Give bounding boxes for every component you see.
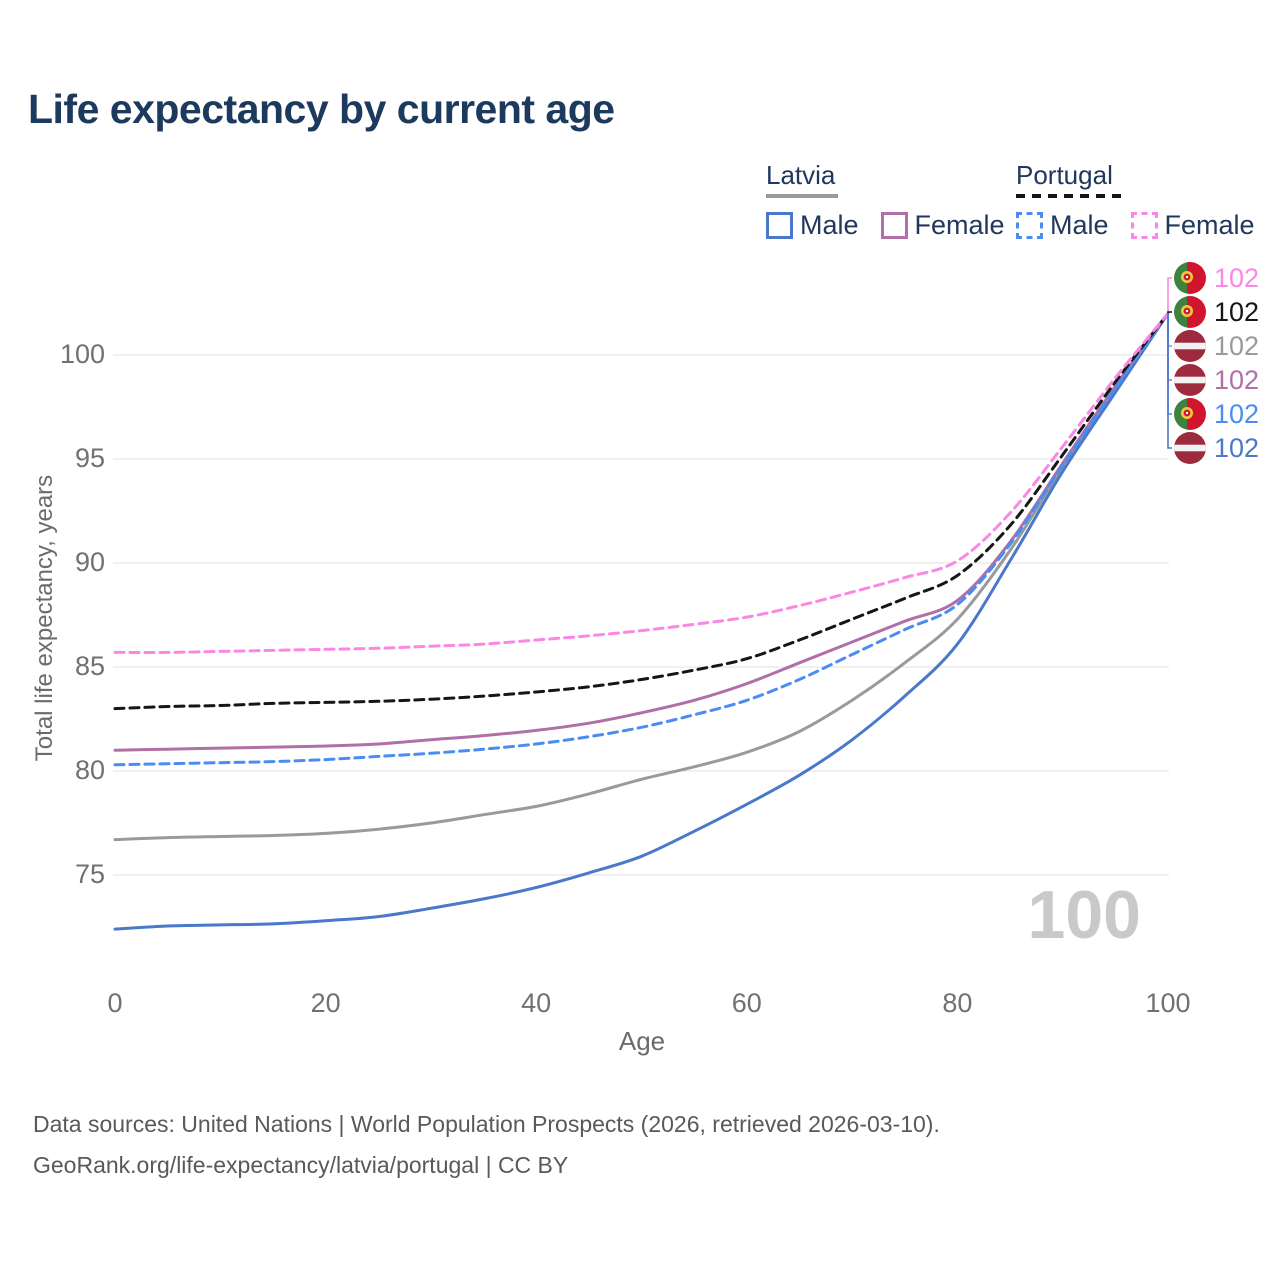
series-line-portugal-male[interactable]	[113, 311, 1170, 767]
legend-item-portugal-male[interactable]: Male	[1016, 210, 1109, 241]
legend-group-latvia: Latvia Male Female	[766, 160, 1027, 241]
end-label-value: 102	[1214, 296, 1260, 327]
x-tick-20: 20	[310, 988, 341, 1018]
legend-item-label: Male	[1050, 210, 1109, 240]
portugal-flag-icon	[1174, 296, 1206, 328]
legend-line-sample-portugal	[1016, 194, 1122, 198]
end-label-portugal-female: 102	[1174, 261, 1259, 295]
portugal-flag-icon	[1174, 262, 1206, 294]
series-line-latvia-male[interactable]	[113, 311, 1170, 931]
legend-item-label: Female	[1164, 210, 1255, 240]
x-tick-100: 100	[1145, 988, 1191, 1018]
legend-item-latvia-female[interactable]: Female	[880, 210, 1005, 241]
legend-header-portugal: Portugal	[1016, 160, 1113, 190]
series-line-latvia-female[interactable]	[113, 311, 1170, 752]
series-line-portugal-female[interactable]	[113, 311, 1170, 654]
end-label-portugal-male: 102	[1174, 397, 1259, 431]
legend-item-portugal-female[interactable]: Female	[1130, 210, 1255, 241]
data-sources-line: Data sources: United Nations | World Pop…	[33, 1111, 940, 1137]
x-tick-80: 80	[942, 988, 973, 1018]
series-line-latvia-total[interactable]	[113, 311, 1170, 842]
legend-item-label: Female	[914, 210, 1005, 240]
end-label-latvia-total: 102	[1174, 329, 1259, 363]
leader-line-portugal-total	[1167, 311, 1172, 314]
y-tick-85: 85	[74, 651, 105, 681]
latvia-flag-icon	[1174, 364, 1206, 396]
latvia-female-swatch-icon	[880, 212, 908, 239]
legend-group-portugal: Portugal Male Female	[1016, 160, 1277, 241]
page-title: Life expectancy by current age	[28, 86, 615, 132]
legend-line-sample-latvia	[766, 194, 838, 198]
portugal-female-swatch-icon	[1130, 212, 1158, 239]
footer-attribution: Data sources: United Nations | World Pop…	[33, 1104, 940, 1186]
watermark-age-counter: 100	[1027, 877, 1141, 953]
legend-header-latvia: Latvia	[766, 160, 836, 190]
y-tick-95: 95	[74, 443, 105, 473]
portugal-male-swatch-icon	[1016, 212, 1043, 239]
series-line-portugal-total[interactable]	[113, 311, 1170, 711]
end-label-value: 102	[1214, 398, 1260, 429]
leader-line-portugal-female	[1167, 277, 1172, 314]
legend-item-label: Male	[800, 210, 859, 240]
end-label-value: 102	[1214, 262, 1260, 293]
x-tick-0: 0	[107, 988, 123, 1018]
legend-item-latvia-male[interactable]: Male	[766, 210, 859, 241]
leader-line-latvia-male	[1167, 313, 1172, 449]
end-label-value: 102	[1214, 432, 1260, 463]
source-url-line: GeoRank.org/life-expectancy/latvia/portu…	[33, 1152, 569, 1178]
x-tick-40: 40	[521, 988, 552, 1018]
y-axis-title: Total life expectancy, years	[31, 474, 58, 762]
end-label-value: 102	[1214, 330, 1260, 361]
x-axis-title: Age	[618, 1026, 666, 1056]
latvia-male-swatch-icon	[766, 212, 793, 239]
y-tick-90: 90	[74, 547, 105, 577]
end-label-portugal-total: 102	[1174, 295, 1259, 329]
end-label-latvia-male: 102	[1174, 431, 1259, 465]
latvia-flag-icon	[1174, 432, 1206, 464]
x-tick-60: 60	[731, 988, 762, 1018]
y-tick-100: 100	[59, 339, 105, 369]
y-tick-75: 75	[74, 859, 105, 889]
portugal-flag-icon	[1174, 398, 1206, 430]
end-label-value: 102	[1214, 364, 1260, 395]
y-tick-80: 80	[74, 755, 105, 785]
latvia-flag-icon	[1174, 330, 1206, 362]
end-label-latvia-female: 102	[1174, 363, 1259, 397]
